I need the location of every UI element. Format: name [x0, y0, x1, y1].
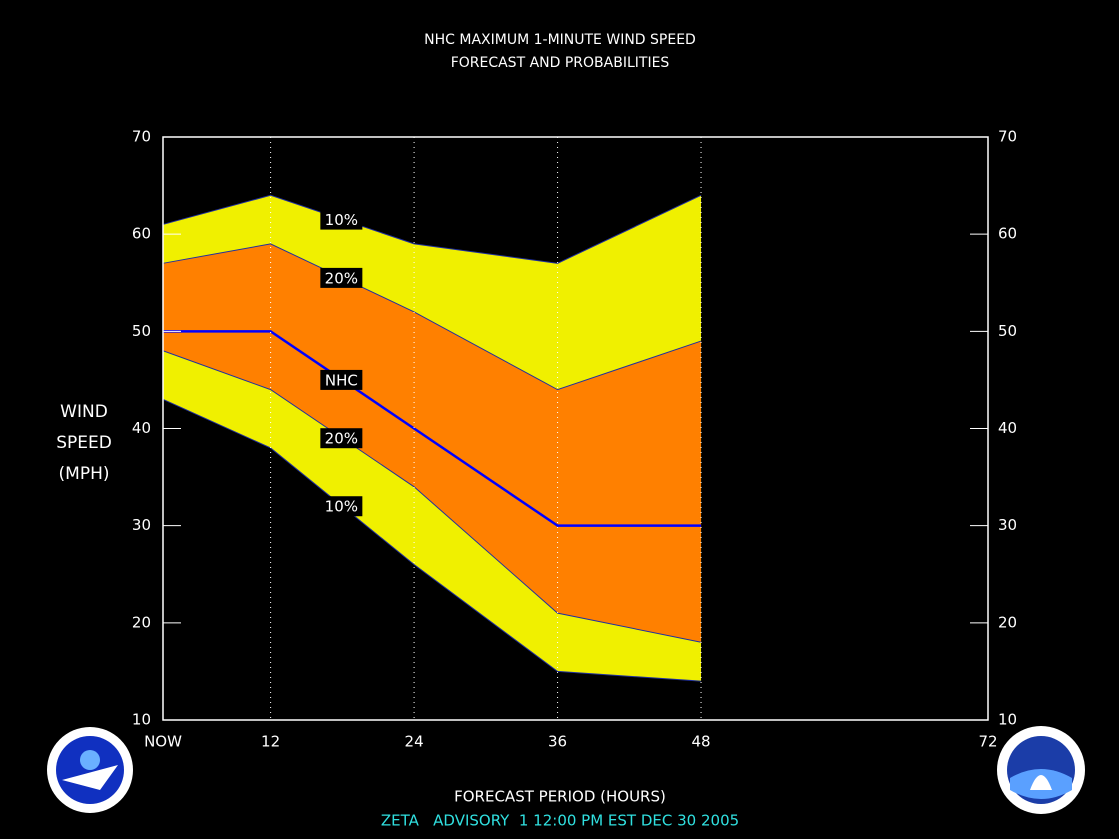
series-label: NHC [320, 369, 363, 390]
series-name: 10% [325, 498, 358, 516]
y-tick-label: 50 [132, 322, 151, 340]
y-axis-label: WIND [60, 402, 108, 422]
series-label: 20% [320, 428, 363, 449]
y-tick-label: 30 [132, 516, 151, 534]
x-tick-label: 12 [261, 733, 280, 751]
label-box [320, 209, 363, 230]
x-tick-label: NOW [144, 733, 182, 751]
y2-tick-label: 20 [998, 613, 1017, 631]
series-name: NHC [325, 371, 358, 389]
x-tick-label: 24 [405, 733, 424, 751]
band-edge [162, 243, 702, 391]
y2-tick-label: 50 [998, 322, 1017, 340]
probability-band [163, 243, 702, 643]
label-box [320, 428, 363, 449]
y-axis-label: SPEED [56, 433, 112, 453]
series-label: 20% [320, 267, 363, 288]
x-tick-label: 36 [548, 733, 567, 751]
series-label: 10% [320, 496, 363, 517]
label-box [320, 496, 363, 517]
y-tick-label: 60 [132, 225, 151, 243]
y2-tick-label: 70 [998, 128, 1017, 146]
y-tick-label: 40 [132, 419, 151, 437]
y-tick-label: 70 [132, 128, 151, 146]
x-tick-label: 72 [978, 733, 997, 751]
noaa-logo [997, 726, 1085, 814]
y-axis-label: (MPH) [59, 464, 110, 484]
y2-tick-label: 10 [998, 711, 1017, 729]
series-name: 20% [325, 269, 358, 287]
band-edge [162, 194, 702, 264]
band-edge [162, 398, 702, 682]
footer: ZETA ADVISORY 1 12:00 PM EST DEC 30 2005 [381, 812, 739, 830]
y-tick-label: 10 [132, 711, 151, 729]
chart-title: NHC MAXIMUM 1-MINUTE WIND SPEED [424, 32, 696, 48]
x-tick-label: 48 [691, 733, 710, 751]
band-edge [162, 350, 702, 643]
y2-tick-label: 30 [998, 516, 1017, 534]
forecast-line [163, 330, 702, 527]
x-axis-label: FORECAST PERIOD (HOURS) [454, 788, 666, 806]
label-box [320, 267, 363, 288]
series-name: 10% [325, 211, 358, 229]
y2-tick-label: 60 [998, 225, 1017, 243]
series-label: 10% [320, 209, 363, 230]
label-box [320, 369, 363, 390]
y-tick-label: 20 [132, 613, 151, 631]
series-name: 20% [325, 430, 358, 448]
y2-tick-label: 40 [998, 419, 1017, 437]
chart-subtitle: FORECAST AND PROBABILITIES [451, 55, 670, 71]
plot-border [162, 136, 989, 721]
nws-logo [47, 727, 133, 813]
